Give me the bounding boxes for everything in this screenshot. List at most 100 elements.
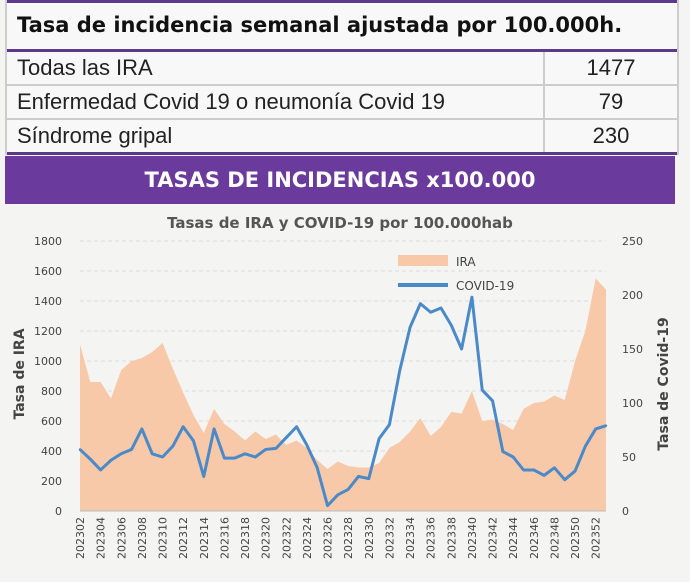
covid-point — [254, 455, 257, 459]
x-tick-label: 202340 — [466, 517, 479, 559]
covid-point — [243, 452, 247, 455]
covid-point — [563, 478, 566, 481]
covid-point — [388, 423, 391, 426]
x-tick-label: 202310 — [157, 517, 170, 559]
x-tick-label: 202326 — [322, 517, 335, 559]
x-tick-label: 202330 — [363, 517, 376, 559]
section-banner: TASAS DE INCIDENCIAS x100.000 — [5, 156, 675, 204]
covid-point — [604, 424, 608, 427]
covid-point — [212, 427, 216, 431]
covid-point — [161, 455, 164, 459]
legend-ira-swatch — [398, 255, 448, 266]
covid-point — [460, 347, 463, 351]
x-tick-label: 202344 — [507, 517, 520, 559]
x-tick-label: 202346 — [528, 517, 541, 559]
y2-tick-label: 50 — [622, 451, 636, 464]
covid-point — [470, 295, 474, 299]
x-tick-label: 202338 — [445, 517, 458, 559]
y-tick-label: 1000 — [34, 355, 62, 368]
table-row: Todas las IRA 1477 — [7, 52, 677, 86]
covid-point — [264, 448, 267, 451]
row-label: Todas las IRA — [7, 52, 545, 84]
covid-point — [419, 302, 422, 305]
x-tick-label: 202350 — [569, 517, 582, 559]
row-label: Enfermedad Covid 19 o neumonía Covid 19 — [7, 86, 545, 118]
y-tick-label: 800 — [41, 385, 62, 398]
table-row: Enfermedad Covid 19 o neumonía Covid 19 7… — [7, 86, 677, 120]
x-tick-label: 202316 — [218, 517, 231, 559]
covid-point — [522, 468, 525, 472]
covid-line — [78, 295, 607, 508]
y2-tick-label: 200 — [622, 289, 643, 302]
incidence-chart: Tasas de IRA y COVID-19 por 100.000hab T… — [12, 214, 672, 559]
table-row: Síndrome gripal 230 — [7, 120, 677, 155]
table-title: Tasa de incidencia semanal ajustada por … — [7, 0, 677, 52]
covid-point — [181, 425, 185, 428]
x-tick-label: 202342 — [487, 517, 500, 559]
covid-point — [285, 436, 288, 439]
covid-point — [295, 425, 298, 428]
covid-point — [377, 437, 381, 440]
covid-point — [408, 326, 412, 329]
row-label: Síndrome gripal — [7, 120, 545, 152]
y-tick-label: 1800 — [34, 235, 62, 248]
covid-point — [367, 477, 370, 480]
covid-point — [89, 457, 92, 461]
x-tick-label: 202318 — [239, 517, 252, 559]
x-tick-label: 202320 — [260, 517, 273, 559]
y2-tick-label: 100 — [622, 397, 643, 410]
y-tick-label: 0 — [55, 505, 62, 518]
x-tick-label: 202332 — [383, 517, 396, 559]
x-tick-label: 202336 — [425, 517, 438, 559]
ira-area — [80, 278, 606, 511]
y2-tick-label: 250 — [622, 235, 643, 248]
x-tick-label: 202322 — [280, 517, 293, 559]
covid-point — [233, 456, 236, 460]
y-tick-label: 1600 — [34, 265, 62, 278]
x-tick-label: 202324 — [301, 517, 314, 559]
covid-point — [439, 306, 443, 310]
chart-title: Tasas de IRA y COVID-19 por 100.000hab — [167, 214, 513, 232]
covid-point — [120, 452, 123, 455]
covid-point — [532, 468, 536, 472]
y-axis-label: Tasa de IRA — [12, 328, 28, 419]
y-tick-label: 1400 — [34, 295, 62, 308]
covid-point — [357, 475, 360, 478]
covid-point — [584, 445, 587, 448]
legend-ira-label: IRA — [456, 255, 476, 269]
y2-axis-label: Tasa de Covid-19 — [656, 317, 672, 450]
covid-point — [594, 427, 597, 431]
row-value: 230 — [592, 123, 630, 148]
x-tick-label: 202328 — [342, 517, 355, 559]
x-tick-label: 202302 — [74, 517, 87, 559]
covid-point — [398, 369, 401, 372]
y-tick-label: 200 — [41, 475, 62, 488]
y2-tick-label: 0 — [622, 505, 629, 518]
covid-point — [316, 466, 319, 469]
row-value: 79 — [598, 89, 624, 114]
covid-point — [491, 399, 494, 403]
covid-point — [346, 488, 350, 491]
covid-point — [223, 456, 226, 460]
covid-point — [481, 388, 484, 392]
covid-point — [171, 445, 175, 448]
covid-point — [192, 439, 195, 442]
covid-point — [429, 311, 432, 314]
y-tick-label: 400 — [41, 445, 62, 458]
covid-point — [130, 448, 133, 451]
legend-covid-label: COVID-19 — [456, 279, 514, 293]
row-value: 1477 — [586, 55, 636, 80]
covid-point — [140, 427, 144, 431]
x-tick-label: 202308 — [136, 517, 149, 559]
x-tick-label: 202304 — [95, 517, 108, 559]
covid-point — [109, 459, 113, 462]
covid-point — [501, 450, 505, 453]
covid-point — [150, 452, 154, 455]
covid-point — [305, 443, 309, 447]
covid-point — [336, 493, 340, 496]
x-tick-label: 202352 — [590, 517, 603, 559]
covid-point — [542, 474, 546, 477]
y-tick-label: 1200 — [34, 325, 62, 338]
covid-point — [573, 469, 577, 473]
covid-point — [326, 504, 329, 507]
